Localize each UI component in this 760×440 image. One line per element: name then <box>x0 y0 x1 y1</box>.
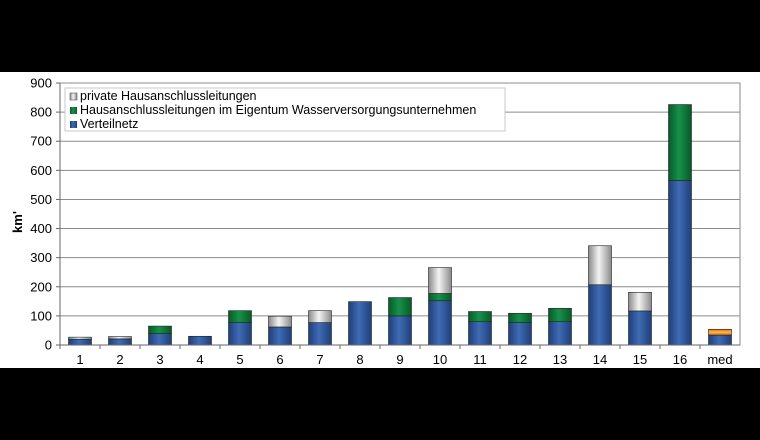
y-tick-label: 800 <box>30 105 52 120</box>
bar-segment-verteilnetz <box>188 335 212 346</box>
bar-segment-verteilnetz <box>228 322 252 346</box>
x-tick-label: 13 <box>553 352 567 367</box>
y-tick-label: 500 <box>30 192 52 207</box>
x-tick-label: 11 <box>473 352 487 367</box>
legend-label-hausanschluss: Hausanschlussleitungen im Eigentum Wasse… <box>80 103 476 117</box>
bar-segment-verteilnetz <box>508 322 532 346</box>
bar-segment-hausanschluss <box>228 310 252 323</box>
bar-segment-private <box>268 315 292 328</box>
bar-segment-verteilnetz <box>148 333 172 346</box>
x-tick-label: 5 <box>236 352 243 367</box>
chart-panel: 0 100 200 300 400 500 600 700 800 900 1 2 3 4 5 6 7 8 9 10 1… <box>0 72 760 368</box>
y-tick-label: 600 <box>30 163 52 178</box>
x-tick-label: 8 <box>356 352 363 367</box>
bar-segment-private <box>588 245 612 286</box>
legend-label-private: private Hausanschlussleitungen <box>80 89 257 103</box>
y-tick-label: 300 <box>30 250 52 265</box>
legend: private Hausanschlussleitungen Hausansch… <box>64 87 506 132</box>
bar-segment-verteilnetz <box>468 321 492 346</box>
bar-segment-private <box>68 336 92 340</box>
bar-segment-verteilnetz <box>588 284 612 346</box>
bar-segment-private <box>108 336 132 340</box>
legend-swatch-verteilnetz <box>70 121 77 128</box>
bar-segment-verteilnetz <box>308 322 332 346</box>
bar-segment-private <box>628 292 652 312</box>
bar-segment-private <box>708 328 732 336</box>
bar-segment-hausanschluss <box>148 325 172 334</box>
bar-segment-verteilnetz <box>68 338 92 346</box>
x-tick-label: 4 <box>196 352 203 367</box>
bar-segment-verteilnetz <box>348 301 372 346</box>
x-tick-label: 9 <box>396 352 403 367</box>
legend-label-verteilnetz: Verteilnetz <box>80 117 138 131</box>
y-axis-label: km' <box>10 211 25 233</box>
x-tick-label: 3 <box>156 352 163 367</box>
x-tick-label: 1 <box>76 352 83 367</box>
x-tick-label: 12 <box>513 352 527 367</box>
y-tick-label: 200 <box>30 279 52 294</box>
bar-segment-hausanschluss <box>468 311 492 323</box>
bar-segment-hausanschluss <box>548 308 572 323</box>
bar-segment-verteilnetz <box>668 180 692 346</box>
bar-segment-verteilnetz <box>108 338 132 346</box>
x-tick-label: 6 <box>276 352 283 367</box>
bar-segment-hausanschluss <box>508 312 532 323</box>
bar-segment-private <box>308 310 332 323</box>
x-tick-label: 15 <box>633 352 647 367</box>
x-tick-label: med <box>707 352 732 367</box>
bar-segment-verteilnetz <box>388 315 412 346</box>
y-tick-label: 0 <box>45 338 52 353</box>
x-tick-label: 2 <box>116 352 123 367</box>
bar-segment-hausanschluss <box>428 293 452 302</box>
x-tick-label: 10 <box>433 352 447 367</box>
x-tick-label: 16 <box>673 352 687 367</box>
y-tick-label: 700 <box>30 134 52 149</box>
legend-swatch-private <box>69 92 78 101</box>
x-tick-label: 14 <box>593 352 607 367</box>
y-tick-label: 400 <box>30 221 52 236</box>
y-tick-label: 900 <box>30 76 52 91</box>
bar-segment-verteilnetz <box>628 310 652 346</box>
bar-segment-verteilnetz <box>708 334 732 346</box>
x-tick-label: 7 <box>316 352 323 367</box>
bar-segment-verteilnetz <box>268 326 292 346</box>
bar-segment-private <box>428 267 452 294</box>
bar-segment-verteilnetz <box>548 321 572 346</box>
bar-segment-hausanschluss <box>388 297 412 317</box>
bar-segment-hausanschluss <box>668 104 692 181</box>
legend-swatch-hausanschluss <box>70 107 77 114</box>
y-tick-label: 100 <box>30 308 52 323</box>
bar-segment-verteilnetz <box>428 300 452 346</box>
